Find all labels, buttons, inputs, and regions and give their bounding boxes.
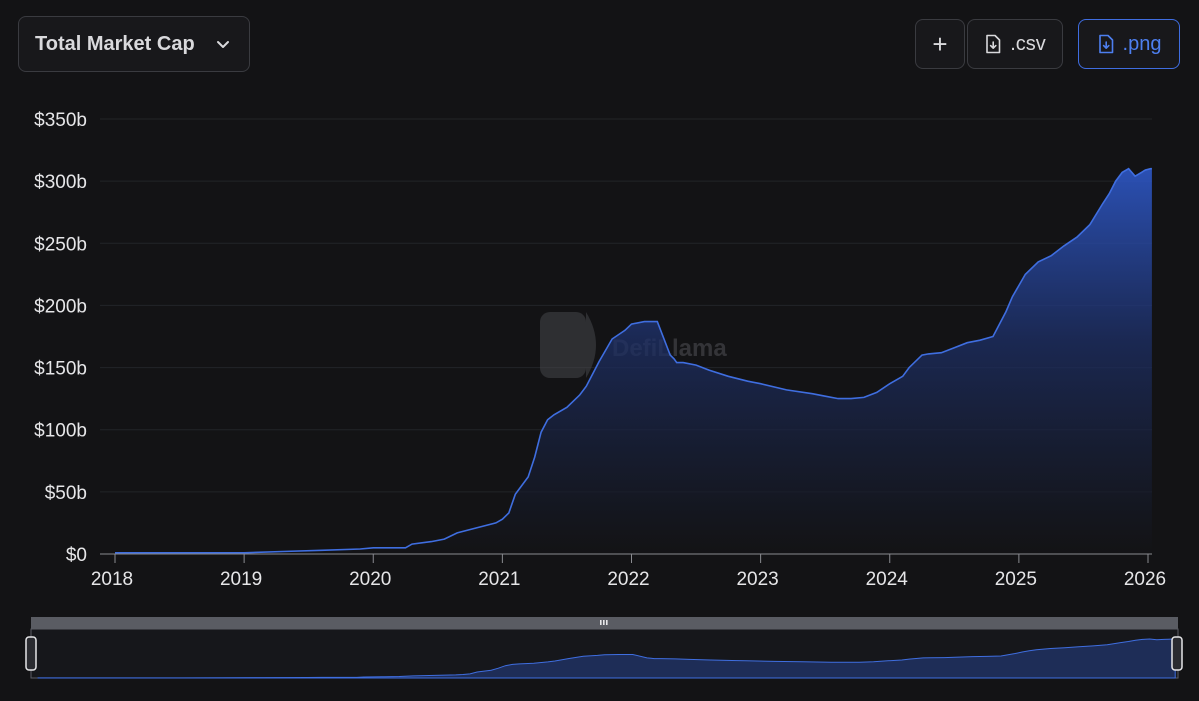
file-download-icon [1098, 34, 1113, 54]
metric-selector[interactable]: Total Market Cap [18, 16, 250, 72]
navigator-left-handle[interactable] [25, 636, 37, 671]
navigator-area [37, 638, 1176, 679]
metric-selector-label: Total Market Cap [35, 32, 195, 55]
x-tick-label: 2021 [478, 569, 520, 590]
y-tick-label: $100b [34, 421, 87, 442]
x-tick-label: 2020 [349, 569, 391, 590]
y-tick-label: $50b [45, 483, 87, 504]
file-download-icon [986, 34, 1001, 54]
grip-icon [600, 620, 608, 625]
x-tick-label: 2024 [866, 569, 909, 590]
llama-logo-icon [540, 312, 586, 378]
x-tick-label: 2018 [91, 569, 133, 590]
y-tick-label: $350b [34, 110, 87, 131]
chevron-down-icon [217, 41, 229, 48]
csv-label: .csv [1010, 32, 1046, 55]
y-tick-label: $250b [34, 234, 87, 255]
x-tick-label: 2026 [1124, 569, 1166, 590]
navigator-right-handle[interactable] [1171, 636, 1183, 671]
png-download-button[interactable]: .png [1078, 19, 1180, 69]
png-label: .png [1122, 32, 1162, 55]
x-tick-label: 2019 [220, 569, 262, 590]
x-tick-label: 2023 [736, 569, 778, 590]
y-tick-label: $150b [34, 359, 87, 380]
series-line [115, 167, 1152, 554]
add-button[interactable]: + [915, 19, 965, 69]
y-tick-label: $0 [66, 545, 87, 566]
add-label: + [932, 28, 948, 59]
csv-download-button[interactable]: .csv [967, 19, 1063, 69]
x-tick-label: 2025 [995, 569, 1037, 590]
x-tick-label: 2022 [607, 569, 649, 590]
y-tick-label: $300b [34, 172, 87, 193]
range-navigator[interactable] [25, 617, 1183, 679]
series-area [115, 168, 1152, 554]
y-tick-label: $200b [34, 296, 87, 317]
